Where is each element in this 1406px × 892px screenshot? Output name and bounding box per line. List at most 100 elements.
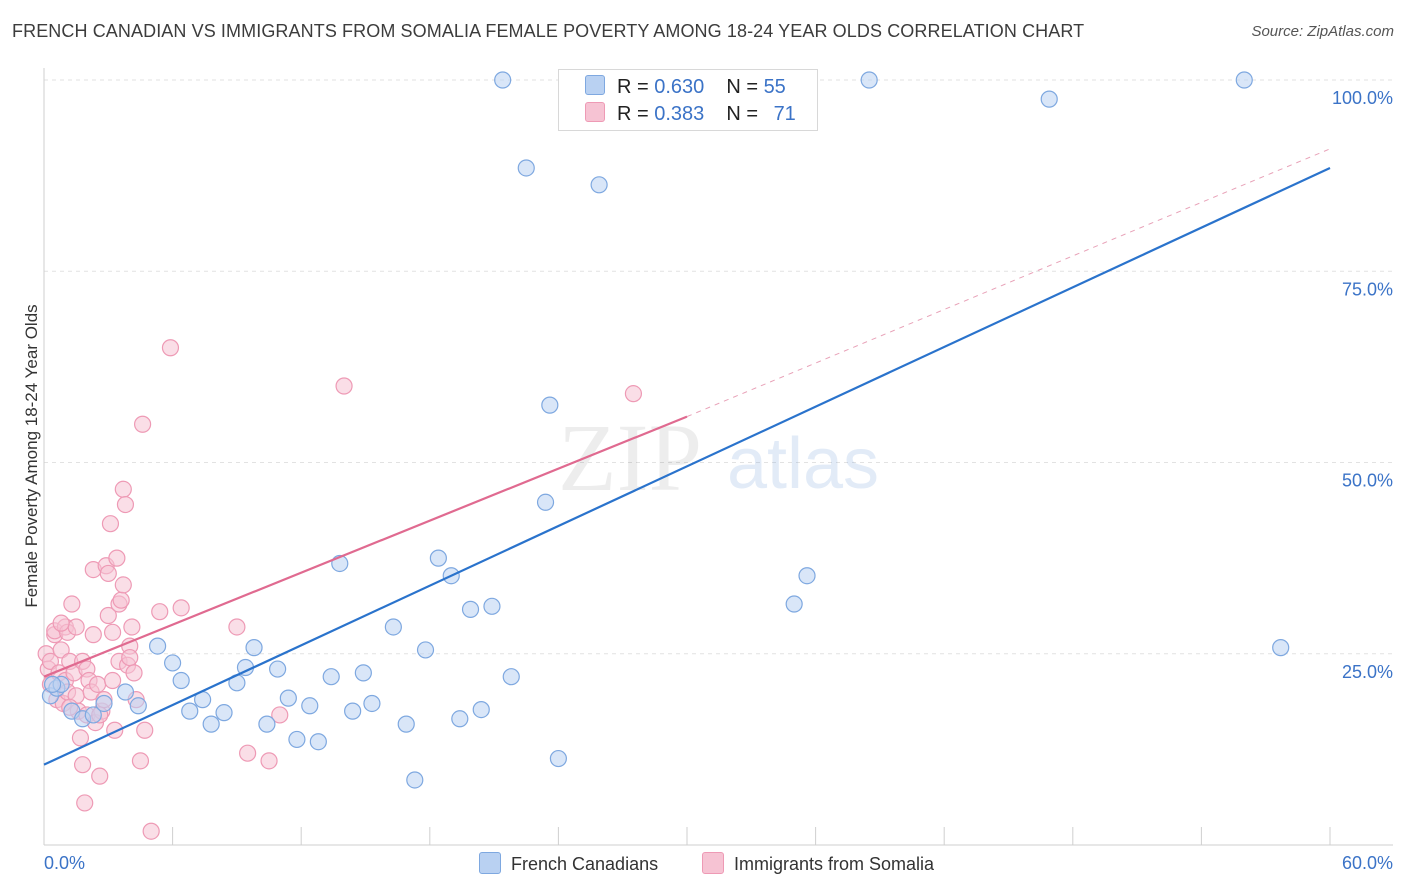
somalia-point bbox=[73, 756, 92, 774]
legend-row-somalia: R = 0.383 N = 71 bbox=[585, 102, 796, 126]
french-canadian-point bbox=[95, 694, 113, 713]
legend-row-french-canadians: R = 0.630 N = 55 bbox=[585, 75, 786, 99]
somalia-point bbox=[172, 599, 190, 617]
french-canadian-point bbox=[116, 683, 135, 701]
somalia-point bbox=[99, 606, 117, 625]
french-canadian-point bbox=[451, 710, 469, 728]
french-canadian-point bbox=[181, 702, 199, 720]
somalia-point bbox=[151, 603, 169, 621]
somalia-point bbox=[103, 623, 122, 641]
r-label: R = bbox=[617, 103, 655, 125]
somalia-point bbox=[131, 752, 150, 770]
watermark: ZIP atlas bbox=[558, 404, 879, 511]
french-canadian-point bbox=[1272, 639, 1290, 657]
french-canadian-point bbox=[1235, 71, 1253, 89]
somalia-trend-line bbox=[43, 415, 688, 678]
r-label: R = bbox=[617, 76, 655, 98]
legend-item-somalia: Immigrants from Somalia bbox=[702, 852, 934, 875]
somalia-point bbox=[624, 385, 643, 403]
french-canadian-point bbox=[164, 654, 182, 672]
x-tick-label-min: 0.0% bbox=[44, 853, 85, 873]
somalia-point bbox=[271, 706, 289, 724]
french-canadian-point bbox=[354, 664, 372, 682]
french-canadian-point bbox=[269, 660, 287, 678]
french-canadian-point bbox=[798, 567, 816, 585]
french-canadian-point bbox=[785, 595, 803, 613]
n-label: N = bbox=[726, 76, 764, 98]
somalia-point bbox=[161, 339, 180, 357]
french-canadian-point bbox=[363, 694, 381, 713]
french-canadian-point bbox=[1040, 90, 1058, 108]
somalia-point bbox=[84, 626, 102, 644]
somalia-point bbox=[71, 729, 90, 747]
french-canadian-point bbox=[429, 549, 447, 567]
somalia-point bbox=[123, 618, 141, 636]
somalia-point bbox=[133, 415, 152, 433]
somalia-point bbox=[260, 752, 278, 770]
legend-item-french-canadians: French Canadians bbox=[479, 852, 658, 875]
grid-lines bbox=[44, 79, 1393, 655]
french-canadian-point bbox=[860, 71, 878, 89]
pink-swatch bbox=[585, 102, 605, 122]
somalia-point bbox=[125, 664, 143, 682]
french-canadian-point bbox=[397, 715, 415, 733]
french-canadian-point bbox=[472, 700, 490, 719]
somalia-point bbox=[239, 744, 257, 762]
french-canadian-point bbox=[384, 618, 402, 636]
somalia-point bbox=[101, 515, 120, 533]
somalia-point bbox=[116, 495, 135, 514]
french-canadian-point bbox=[129, 697, 147, 715]
french-canadian-point bbox=[590, 176, 608, 194]
n-value: 55 bbox=[763, 76, 786, 98]
french-canadian-point bbox=[202, 715, 220, 733]
french-canadian-point bbox=[258, 715, 276, 733]
legend-label-somalia: Immigrants from Somalia bbox=[734, 854, 935, 874]
source-credit: Source: ZipAtlas.com bbox=[1251, 23, 1394, 40]
watermark-atlas: atlas bbox=[727, 424, 879, 504]
somalia-point bbox=[228, 618, 246, 636]
x-tick-labels: 0.0% 60.0% bbox=[44, 853, 1393, 873]
french-canadian-point bbox=[43, 675, 62, 693]
x-tick-label-max: 60.0% bbox=[1342, 853, 1393, 873]
somalia-point bbox=[88, 675, 107, 693]
french-canadian-point bbox=[549, 749, 568, 768]
somalia-point bbox=[136, 721, 154, 739]
chart-title: FRENCH CANADIAN VS IMMIGRANTS FROM SOMAL… bbox=[12, 21, 1085, 41]
somalia-point bbox=[142, 822, 160, 840]
trend-lines bbox=[43, 148, 1331, 766]
french-canadian-point bbox=[502, 668, 520, 686]
somalia-point bbox=[76, 794, 94, 812]
french-canadian-point bbox=[483, 597, 501, 615]
somalia-point bbox=[41, 652, 60, 671]
somalia-point bbox=[52, 641, 70, 659]
somalia-point bbox=[52, 614, 70, 632]
french-canadian-point bbox=[344, 702, 362, 720]
somalia-point bbox=[121, 648, 139, 667]
somalia-point bbox=[114, 576, 132, 594]
y-tick-label: 100.0% bbox=[1332, 88, 1393, 108]
axes bbox=[43, 68, 1393, 846]
n-label: N = bbox=[726, 103, 764, 125]
y-tick-label: 75.0% bbox=[1342, 279, 1393, 299]
french-canadian-point bbox=[309, 733, 327, 751]
somalia-trend-extension bbox=[686, 148, 1331, 418]
somalia-point bbox=[114, 480, 132, 498]
r-value: 0.630 bbox=[654, 76, 705, 98]
french-canadian-point bbox=[541, 396, 559, 414]
somalia-point bbox=[103, 671, 122, 690]
french-canadian-point bbox=[215, 704, 233, 722]
french-canadian-point bbox=[279, 689, 297, 707]
french-canadian-point bbox=[461, 600, 480, 618]
correlation-legend: R = 0.630 N = 55 R = 0.383 N = 71 bbox=[558, 69, 818, 131]
somalia-point bbox=[91, 767, 109, 785]
french-canadian-point bbox=[536, 493, 555, 511]
somalia-point bbox=[99, 564, 117, 583]
french-canadian-trend-line bbox=[43, 166, 1331, 766]
french-canadian-point bbox=[416, 641, 435, 659]
y-tick-labels: 25.0% 50.0% 75.0% 100.0% bbox=[1332, 88, 1393, 682]
french-canadian-points bbox=[41, 71, 1290, 789]
french-canadian-point bbox=[406, 771, 424, 789]
legend-swatch-blue bbox=[479, 852, 501, 874]
n-value: 71 bbox=[773, 103, 796, 125]
somalia-points bbox=[37, 339, 643, 840]
